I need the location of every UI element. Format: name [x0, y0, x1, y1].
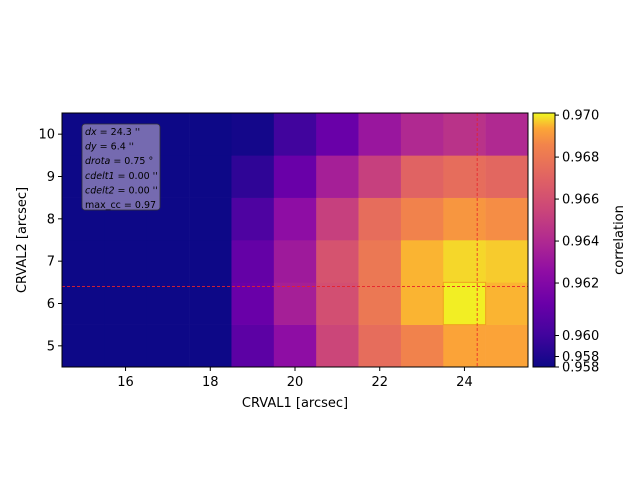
heatmap-cell [189, 197, 232, 241]
heatmap-cell [443, 197, 486, 241]
y-tick-label: 9 [47, 170, 55, 185]
heatmap-cell [231, 197, 275, 241]
x-tick-label: 16 [117, 375, 134, 390]
y-tick-label: 10 [38, 128, 55, 143]
heatmap-cell [231, 113, 275, 156]
fit-annotation-box: dx = 24.3 '' dy = 6.4 '' drota = 0.75 ° cde… [81, 123, 161, 211]
y-tick-label: 7 [47, 255, 55, 270]
colorbar-tick-label: 0.958 [562, 350, 599, 365]
heatmap-cell [62, 282, 105, 325]
heatmap-cell [358, 240, 402, 283]
heatmap-cell [316, 155, 359, 198]
colorbar-label: correlation [612, 205, 627, 275]
heatmap-cell [146, 282, 190, 325]
heatmap-cell [485, 282, 529, 325]
heatmap-cell [104, 240, 148, 283]
heatmap-cell [104, 324, 148, 368]
heatmap-cell [146, 240, 190, 283]
colorbar [532, 112, 556, 368]
heatmap-cell [316, 113, 359, 156]
best-fit-box [442, 281, 487, 326]
heatmap-cell [273, 324, 317, 368]
annotation-line: cdelt2 = 0.00 '' [85, 185, 158, 196]
colorbar-tick-label: 0.958 [562, 361, 599, 376]
annotation-max-cc: max_cc = 0.97 [85, 200, 156, 211]
y-tick-label: 6 [47, 297, 55, 312]
heatmap-cell [273, 240, 317, 283]
x-axis-label: CRVAL1 [arcsec] [242, 396, 348, 411]
heatmap-cell [400, 113, 444, 156]
colorbar-tick-label: 0.968 [562, 151, 599, 166]
heatmap-cell [273, 282, 317, 325]
heatmap-cell [358, 155, 402, 198]
heatmap-cell [231, 282, 275, 325]
annotation-line: dx = 24.3 '' [85, 127, 140, 138]
colorbar-tick-label: 0.970 [562, 109, 599, 124]
heatmap-cell [231, 155, 275, 198]
y-axis-label: CRVAL2 [arcsec] [15, 187, 30, 293]
x-tick-label: 18 [202, 375, 219, 390]
annotation-line: drota = 0.75 ° [85, 156, 153, 167]
heatmap-cell [400, 197, 444, 241]
y-tick-label: 5 [47, 339, 55, 354]
heatmap-cell [358, 282, 402, 325]
heatmap-cell [400, 282, 444, 325]
heatmap-cell [189, 282, 232, 325]
heatmap-cell [358, 324, 402, 368]
heatmap-cell [443, 240, 486, 283]
heatmap-cell [443, 113, 486, 156]
y-tick-label: 8 [47, 212, 55, 227]
heatmap-cell [62, 240, 105, 283]
heatmap-cell [273, 155, 317, 198]
x-tick-label: 20 [287, 375, 304, 390]
heatmap-cell [485, 324, 529, 368]
heatmap-cell [358, 197, 402, 241]
heatmap-cell [316, 197, 359, 241]
heatmap-cell [231, 240, 275, 283]
heatmap-cell [400, 240, 444, 283]
heatmap-cell [231, 324, 275, 368]
heatmap-cell [485, 197, 529, 241]
heatmap-cell [189, 240, 232, 283]
heatmap-cell [443, 324, 486, 368]
heatmap-cell [400, 324, 444, 368]
heatmap-overlays [62, 113, 528, 367]
heatmap-cell [358, 113, 402, 156]
heatmap-cell [62, 324, 105, 368]
heatmap-cell [189, 113, 232, 156]
annotation-line: dy = 6.4 '' [85, 142, 134, 153]
heatmap-cell [400, 155, 444, 198]
heatmap-cell [104, 282, 148, 325]
heatmap-cell [316, 282, 359, 325]
y-axis-ticks: 5 6 7 8 9 10 [38, 128, 62, 354]
x-axis-ticks: 16 18 20 22 24 [117, 367, 473, 390]
heatmap-cell [443, 282, 486, 325]
x-tick-label: 24 [456, 375, 473, 390]
colorbar-tick-label: 0.964 [562, 235, 599, 250]
x-tick-label: 22 [371, 375, 388, 390]
heatmap-cell [273, 113, 317, 156]
heatmap-cell [273, 197, 317, 241]
colorbar-tick-label: 0.960 [562, 329, 599, 344]
heatmap-cell [485, 113, 529, 156]
colorbar-tick-label: 0.962 [562, 277, 599, 292]
heatmap-cell [146, 324, 190, 368]
heatmap-cell [316, 240, 359, 283]
heatmap-cell [189, 324, 232, 368]
heatmap-cell [316, 324, 359, 368]
heatmap-cell [485, 240, 529, 283]
heatmap-cell [485, 155, 529, 198]
colorbar-tick-label: 0.966 [562, 193, 599, 208]
annotation-background [81, 123, 161, 211]
heatmap-cell [443, 155, 486, 198]
heatmap-cell [189, 155, 232, 198]
annotation-line: cdelt1 = 0.00 '' [85, 171, 158, 182]
